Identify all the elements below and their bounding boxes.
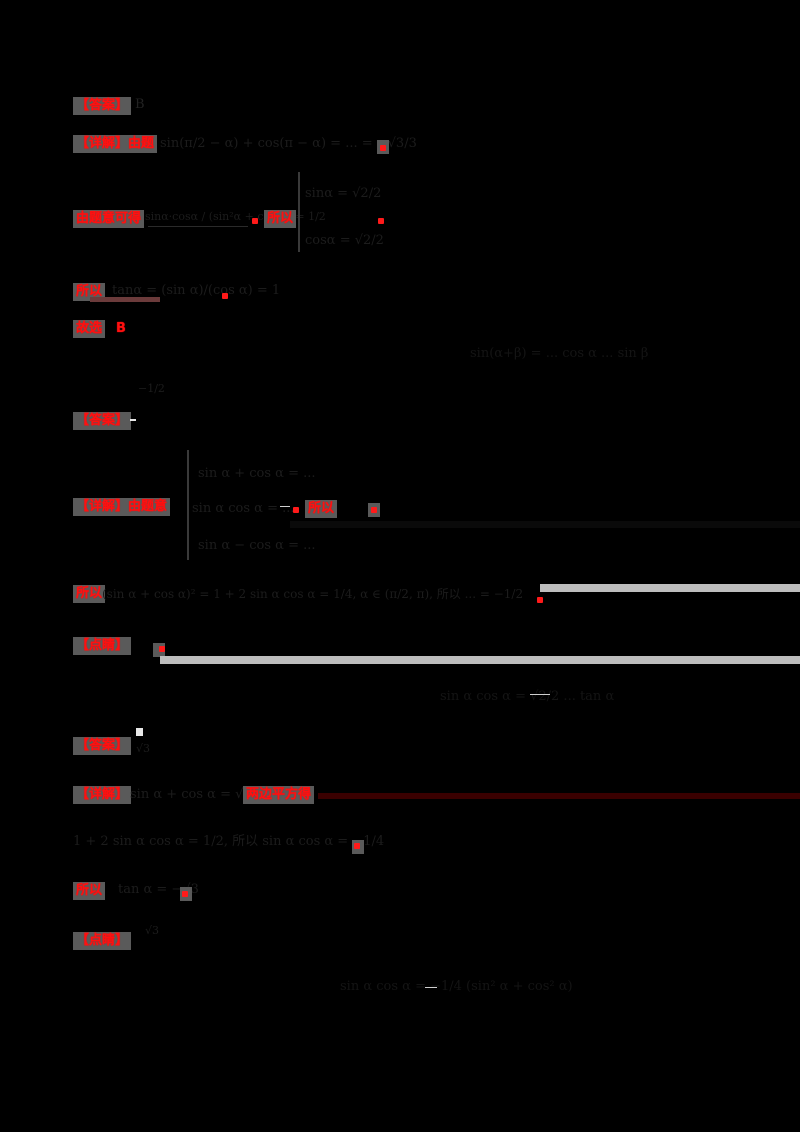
choose-label-1: 故选 bbox=[73, 320, 106, 338]
rule-bar-1 bbox=[540, 584, 800, 592]
side-note-1: sin(α+β) = ... cos α ... sin β bbox=[470, 346, 649, 361]
analysis-expr-3: sin α + cos α = √2/2 bbox=[130, 787, 265, 802]
result-expr-2: (sin α + cos α)² = 1 + 2 sin α cos α = 1… bbox=[102, 587, 524, 601]
choice-value-1: B bbox=[116, 321, 126, 336]
system2-eq-2: sin α cos α = ... bbox=[192, 501, 295, 516]
answer-label-3: 【答案】 bbox=[73, 737, 132, 755]
period-mark bbox=[380, 145, 386, 151]
given-label-1: 由题意可得 bbox=[73, 210, 145, 228]
comment-label-1: 【点睛】 bbox=[73, 637, 132, 655]
side-note-3: sin α cos α = −1/4 (sin² α + cos² α) bbox=[340, 979, 573, 994]
step-expr-3: 1 + 2 sin α cos α = 1/2, 所以 sin α cos α … bbox=[73, 834, 385, 849]
so-label-4: 所以 bbox=[73, 585, 106, 603]
so-label-3: 所以 bbox=[305, 500, 338, 518]
so-label-5: 所以 bbox=[73, 882, 106, 900]
system-brace-2 bbox=[187, 450, 189, 560]
answer-label-2: 【答案】 bbox=[73, 412, 132, 430]
analysis-label-1: 【详解】由题 bbox=[73, 135, 158, 153]
answer-value-2: −1/2 bbox=[138, 382, 165, 395]
answer-value-3: √3 bbox=[136, 742, 151, 755]
result-expr-3: tan α = −√3 bbox=[118, 882, 199, 897]
square-both-label: 两边平方得 bbox=[243, 786, 315, 804]
side-note-2: sin α cos α = √2/2 ... tan α bbox=[440, 689, 615, 704]
answer-label-1: 【答案】 bbox=[73, 97, 132, 115]
highlight-strip bbox=[318, 793, 800, 799]
system-eq-1: sinα = √2/2 bbox=[305, 186, 382, 201]
rule-bar-2 bbox=[160, 656, 800, 664]
analysis-label-2: 【详解】由题意 bbox=[73, 498, 171, 516]
system2-eq-3: sin α − cos α = ... bbox=[198, 538, 316, 553]
so-label-2: 所以 bbox=[73, 283, 106, 301]
system-brace-1 bbox=[298, 172, 300, 252]
system-eq-2: cosα = √2/2 bbox=[305, 233, 384, 248]
so-label-1: 所以 bbox=[264, 210, 297, 228]
result-expr-1: tanα = (sin α)/(cos α) = 1 bbox=[112, 283, 281, 298]
analysis-label-3: 【详解】 bbox=[73, 786, 132, 804]
answer-value-1: B bbox=[135, 97, 145, 112]
underline-bar bbox=[90, 297, 160, 302]
comment-expr-3: √3 bbox=[145, 924, 160, 937]
comment-label-2: 【点睛】 bbox=[73, 932, 132, 950]
system2-eq-1: sin α + cos α = ... bbox=[198, 466, 316, 481]
analysis-expr-1: sin(π/2 − α) + cos(π − α) = ... = −√3/3 bbox=[160, 136, 417, 151]
